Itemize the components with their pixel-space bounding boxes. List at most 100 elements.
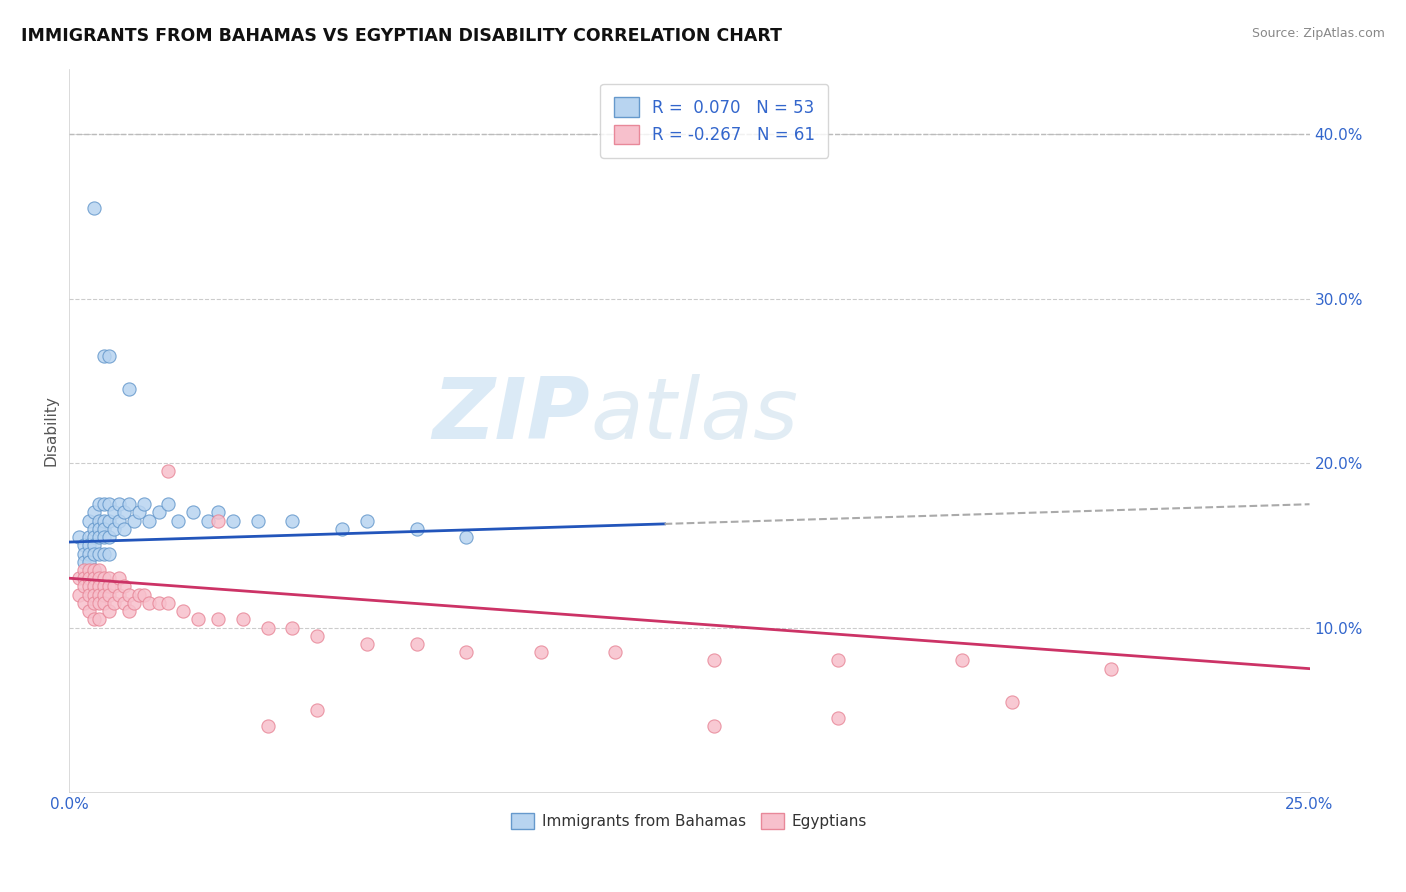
Point bbox=[87, 563, 110, 577]
Point bbox=[87, 522, 110, 536]
Point bbox=[83, 612, 105, 626]
Point bbox=[83, 563, 105, 577]
Point bbox=[246, 514, 269, 528]
Point bbox=[307, 703, 329, 717]
Point bbox=[93, 547, 115, 561]
Point bbox=[93, 588, 115, 602]
Point bbox=[97, 571, 120, 585]
Point bbox=[103, 579, 125, 593]
Point bbox=[148, 596, 170, 610]
Point bbox=[87, 530, 110, 544]
Point bbox=[77, 571, 100, 585]
Point bbox=[207, 612, 229, 626]
Legend: Immigrants from Bahamas, Egyptians: Immigrants from Bahamas, Egyptians bbox=[505, 806, 873, 835]
Point bbox=[405, 522, 427, 536]
Point bbox=[67, 588, 90, 602]
Point bbox=[112, 579, 135, 593]
Point bbox=[118, 497, 141, 511]
Point bbox=[172, 604, 194, 618]
Point bbox=[157, 464, 180, 478]
Point bbox=[128, 588, 150, 602]
Text: atlas: atlas bbox=[591, 375, 799, 458]
Point bbox=[827, 711, 849, 725]
Point bbox=[97, 349, 120, 363]
Point bbox=[93, 596, 115, 610]
Point bbox=[93, 530, 115, 544]
Point bbox=[222, 514, 245, 528]
Point bbox=[703, 719, 725, 733]
Point bbox=[122, 596, 145, 610]
Point bbox=[77, 604, 100, 618]
Point bbox=[97, 579, 120, 593]
Point bbox=[87, 596, 110, 610]
Point bbox=[93, 514, 115, 528]
Point bbox=[148, 505, 170, 519]
Point bbox=[93, 497, 115, 511]
Point bbox=[112, 522, 135, 536]
Point bbox=[118, 588, 141, 602]
Point bbox=[87, 612, 110, 626]
Point bbox=[97, 514, 120, 528]
Point bbox=[97, 547, 120, 561]
Point bbox=[83, 579, 105, 593]
Point bbox=[603, 645, 626, 659]
Point bbox=[83, 571, 105, 585]
Point bbox=[93, 579, 115, 593]
Point bbox=[132, 497, 155, 511]
Point bbox=[405, 637, 427, 651]
Point bbox=[138, 596, 160, 610]
Point bbox=[256, 719, 278, 733]
Point bbox=[108, 588, 131, 602]
Point bbox=[356, 637, 378, 651]
Point bbox=[232, 612, 254, 626]
Point bbox=[93, 349, 115, 363]
Point bbox=[83, 201, 105, 215]
Point bbox=[83, 530, 105, 544]
Text: ZIP: ZIP bbox=[433, 375, 591, 458]
Point bbox=[77, 514, 100, 528]
Point bbox=[112, 596, 135, 610]
Point bbox=[73, 563, 96, 577]
Point bbox=[77, 547, 100, 561]
Point bbox=[73, 571, 96, 585]
Point bbox=[529, 645, 551, 659]
Point bbox=[356, 514, 378, 528]
Point bbox=[97, 588, 120, 602]
Point bbox=[112, 505, 135, 519]
Point bbox=[827, 653, 849, 667]
Point bbox=[97, 497, 120, 511]
Point bbox=[73, 579, 96, 593]
Point bbox=[83, 596, 105, 610]
Y-axis label: Disability: Disability bbox=[44, 395, 58, 466]
Point bbox=[118, 382, 141, 396]
Point bbox=[93, 571, 115, 585]
Point bbox=[157, 497, 180, 511]
Point bbox=[73, 538, 96, 552]
Point bbox=[456, 530, 478, 544]
Point bbox=[950, 653, 973, 667]
Point bbox=[77, 555, 100, 569]
Point bbox=[103, 596, 125, 610]
Point bbox=[83, 538, 105, 552]
Point bbox=[77, 588, 100, 602]
Point bbox=[456, 645, 478, 659]
Point bbox=[83, 588, 105, 602]
Point bbox=[703, 653, 725, 667]
Point bbox=[330, 522, 353, 536]
Point bbox=[73, 547, 96, 561]
Point bbox=[167, 514, 190, 528]
Point bbox=[122, 514, 145, 528]
Point bbox=[1001, 694, 1024, 708]
Point bbox=[207, 505, 229, 519]
Point bbox=[77, 530, 100, 544]
Point bbox=[87, 497, 110, 511]
Point bbox=[132, 588, 155, 602]
Point bbox=[1099, 662, 1122, 676]
Text: IMMIGRANTS FROM BAHAMAS VS EGYPTIAN DISABILITY CORRELATION CHART: IMMIGRANTS FROM BAHAMAS VS EGYPTIAN DISA… bbox=[21, 27, 782, 45]
Point bbox=[97, 530, 120, 544]
Point bbox=[97, 604, 120, 618]
Point bbox=[83, 522, 105, 536]
Point bbox=[77, 563, 100, 577]
Point bbox=[73, 596, 96, 610]
Point bbox=[83, 547, 105, 561]
